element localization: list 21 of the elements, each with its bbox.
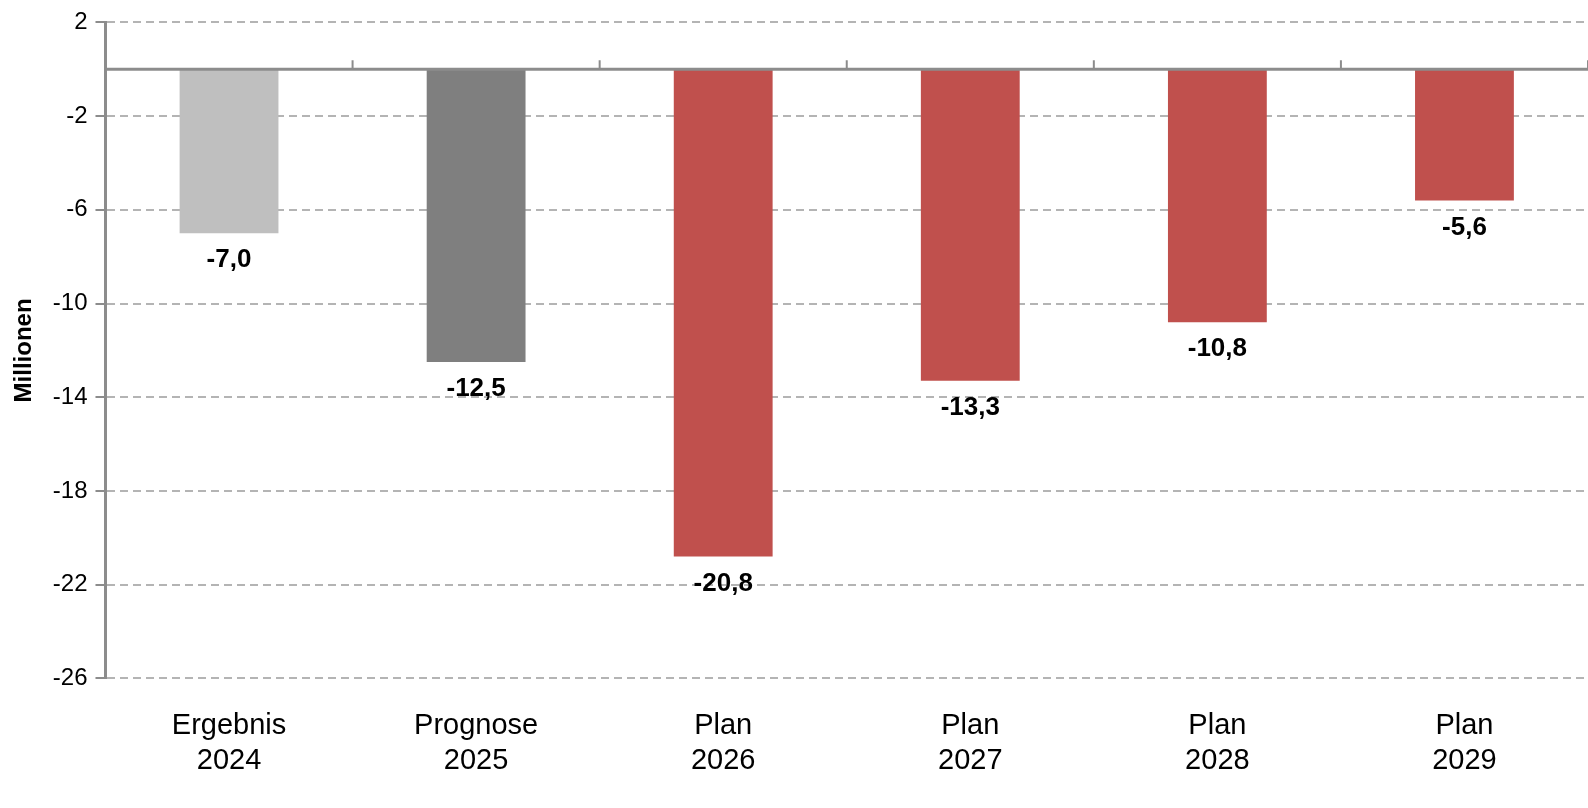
y-tick-label: -14 (52, 381, 88, 409)
data-label: -10,8 (1187, 332, 1247, 363)
x-tick-label: Plan 2027 (938, 707, 1003, 775)
y-tick-label: -6 (66, 194, 88, 222)
y-tick-label: -18 (52, 475, 88, 503)
y-tick-label: 2 (74, 7, 88, 35)
data-label: -7,0 (206, 243, 252, 274)
data-label: -5,6 (1442, 210, 1487, 241)
y-axis-title: Millionen (9, 298, 37, 403)
x-tick-label: Ergebnis 2024 (171, 707, 287, 775)
y-tick-label: -2 (66, 100, 88, 128)
x-tick-label: Plan 2028 (1185, 707, 1250, 775)
y-tick-label: -26 (52, 663, 88, 691)
x-tick-label: Plan 2026 (690, 707, 756, 775)
y-tick-label: -10 (52, 288, 88, 316)
x-tick-label: Prognose 2025 (414, 707, 539, 775)
data-label: -12,5 (446, 372, 506, 403)
x-tick-label: Plan 2029 (1432, 707, 1497, 775)
data-label: -20,8 (693, 566, 753, 597)
data-label: -13,3 (940, 391, 1000, 422)
y-tick-label: -22 (52, 569, 88, 597)
